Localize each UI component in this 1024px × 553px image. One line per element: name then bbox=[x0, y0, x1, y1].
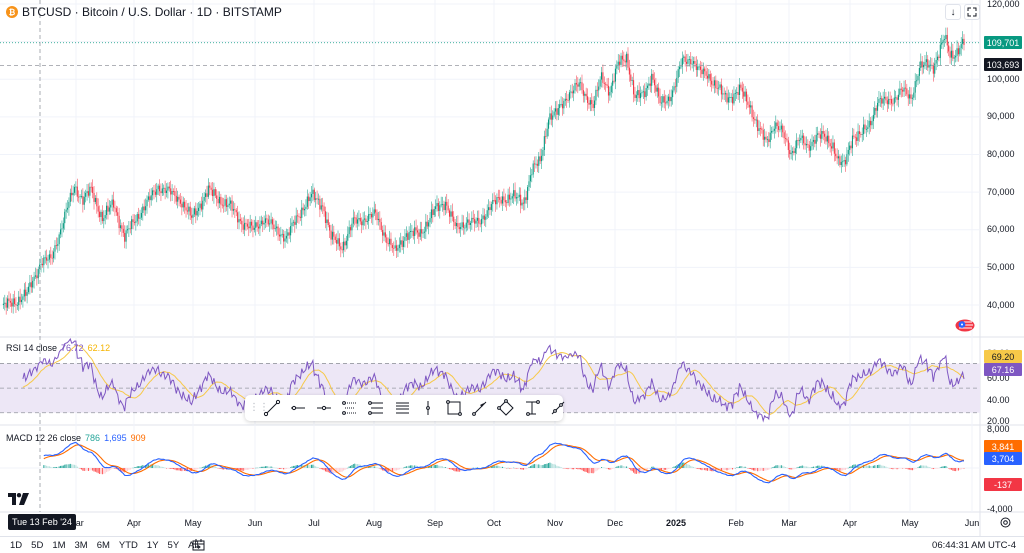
crosshair-date-label: Tue 13 Feb '24 bbox=[8, 514, 76, 530]
range-button-1m[interactable]: 1M bbox=[52, 540, 66, 551]
date-range-selector: 1D 5D 1M 3M 6M YTD 1Y 5Y All bbox=[10, 540, 199, 551]
extended-line-icon[interactable] bbox=[312, 398, 335, 418]
price-label-120000: 120,000 bbox=[987, 0, 1020, 9]
rsi-label-20: 20.00 bbox=[987, 416, 1010, 426]
rsi-ma-value: 62.12 bbox=[87, 343, 111, 353]
macd-value: 1,695 bbox=[104, 433, 127, 443]
price-label-40000: 40,000 bbox=[987, 300, 1015, 310]
time-label: Mar bbox=[781, 518, 797, 528]
drag-handle-icon[interactable]: ⋮⋮ bbox=[249, 402, 269, 413]
macd-value-tag: 3,704 bbox=[984, 452, 1022, 465]
price-label-60000: 60,000 bbox=[987, 224, 1015, 234]
calendar-goto-icon[interactable] bbox=[192, 539, 205, 551]
macd-histogram-tag: -137 bbox=[984, 478, 1022, 491]
macd-label-neg4000: -4,000 bbox=[987, 504, 1013, 514]
clock-timezone[interactable]: 06:44:31 AM UTC-4 bbox=[932, 540, 1016, 551]
rsi-label-60: 60.00 bbox=[987, 373, 1010, 383]
price-label-80000: 80,000 bbox=[987, 149, 1015, 159]
time-label: Jul bbox=[308, 518, 320, 528]
range-button-3m[interactable]: 3M bbox=[74, 540, 88, 551]
rsi-label-40: 40.00 bbox=[987, 395, 1010, 405]
time-label: Jun bbox=[247, 518, 263, 528]
ray-icon[interactable] bbox=[286, 398, 309, 418]
time-label: Nov bbox=[546, 518, 564, 528]
regression-trend-icon[interactable] bbox=[364, 398, 387, 418]
price-label-90000: 90,000 bbox=[987, 111, 1015, 121]
bitcoin-icon: ₿ bbox=[6, 6, 18, 18]
current-price-tag: 109,701 bbox=[984, 36, 1022, 49]
range-button-5d[interactable]: 5D bbox=[31, 540, 44, 551]
date-price-range-icon[interactable] bbox=[520, 398, 543, 418]
us-flag-events-icon[interactable] bbox=[955, 319, 975, 332]
trend-line-icon[interactable] bbox=[260, 398, 283, 418]
time-label: May bbox=[184, 518, 202, 528]
time-label: Oct bbox=[486, 518, 502, 528]
rsi-value-tag: 67.16 bbox=[984, 363, 1022, 376]
time-label: May bbox=[901, 518, 919, 528]
arrow-marker-icon[interactable] bbox=[468, 398, 491, 418]
time-label: Dec bbox=[606, 518, 624, 528]
arrow-down-icon[interactable]: ↓ bbox=[945, 4, 961, 20]
symbol-title[interactable]: ₿ BTCUSD · Bitcoin / U.S. Dollar · 1D · … bbox=[6, 5, 282, 19]
pitchfork-icon[interactable] bbox=[390, 398, 413, 418]
time-label: Mar bbox=[68, 518, 84, 528]
range-button-1y[interactable]: 1Y bbox=[146, 540, 159, 551]
info-line-icon[interactable] bbox=[546, 398, 569, 418]
price-label-100000: 100,000 bbox=[987, 74, 1020, 84]
bottom-toolbar bbox=[0, 536, 1024, 553]
price-label-50000: 50,000 bbox=[987, 262, 1015, 272]
macd-histogram-value: 786 bbox=[85, 433, 101, 443]
time-label: Apr bbox=[842, 518, 858, 528]
time-label: Sep bbox=[426, 518, 444, 528]
macd-label-8000: 8,000 bbox=[987, 424, 1010, 434]
rotated-rectangle-icon[interactable] bbox=[494, 398, 517, 418]
drawing-toolbar: ⋮⋮ bbox=[245, 395, 564, 421]
time-label: Feb bbox=[728, 518, 744, 528]
axis-settings-icon[interactable] bbox=[1000, 517, 1011, 528]
range-button-6m[interactable]: 6M bbox=[96, 540, 110, 551]
tradingview-logo-icon[interactable] bbox=[8, 493, 30, 505]
rsi-legend[interactable]: RSI 14 close 76.72 62.12 bbox=[6, 343, 110, 353]
macd-legend-name: MACD 12 26 close bbox=[6, 433, 82, 443]
rsi-legend-name: RSI 14 close bbox=[6, 343, 58, 353]
time-label: 2025 bbox=[665, 518, 687, 528]
time-label: Jun bbox=[964, 518, 980, 528]
time-label: Apr bbox=[126, 518, 142, 528]
crosshair-price-tag: 103,693 bbox=[984, 58, 1022, 71]
rsi-ma-tag: 69.20 bbox=[984, 350, 1022, 363]
range-button-ytd[interactable]: YTD bbox=[118, 540, 138, 551]
range-button-1d[interactable]: 1D bbox=[10, 540, 23, 551]
range-button-5y[interactable]: 5Y bbox=[167, 540, 180, 551]
top-right-buttons: ↓ bbox=[945, 4, 980, 20]
time-label: Aug bbox=[365, 518, 383, 528]
symbol-title-text: BTCUSD · Bitcoin / U.S. Dollar · 1D · BI… bbox=[22, 5, 282, 19]
rectangle-icon[interactable] bbox=[442, 398, 465, 418]
vertical-line-icon[interactable] bbox=[416, 398, 439, 418]
candlesticks bbox=[2, 27, 965, 315]
parallel-channel-icon[interactable] bbox=[338, 398, 361, 418]
fullscreen-icon[interactable] bbox=[964, 4, 980, 20]
macd-signal-value: 909 bbox=[130, 433, 146, 443]
macd-legend[interactable]: MACD 12 26 close 786 1,695 909 bbox=[6, 433, 146, 443]
macd-signal-tag: 3,841 bbox=[984, 440, 1022, 453]
price-label-70000: 70,000 bbox=[987, 187, 1015, 197]
rsi-value: 76.72 bbox=[61, 343, 84, 353]
